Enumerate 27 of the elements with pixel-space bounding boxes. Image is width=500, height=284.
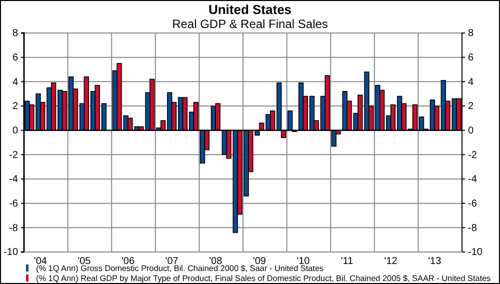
y-tick-label: -4: [9, 174, 18, 186]
y-tick-label: -8: [9, 222, 18, 234]
y-tick-label: 0: [12, 126, 18, 137]
y-tick-label: 8: [12, 28, 18, 40]
chart-subtitle: Real GDP & Real Final Sales: [172, 17, 328, 31]
y2-tick-label: 8: [468, 28, 474, 40]
y-tick-label: 6: [12, 52, 18, 64]
y2-tick-label: 4: [468, 76, 474, 88]
legend-label: (% 1Q Ann) Real GDP by Major Type of Product, Final Sales of Domestic Product, Bil. Chained 2005 $, SAAR - United States: [36, 274, 491, 283]
y2-tick-label: -2: [468, 150, 478, 161]
x-tick-label: '11: [340, 256, 354, 267]
y2-tick-label: 2: [468, 101, 474, 112]
x-tick-label: '13: [428, 256, 442, 267]
y-tick-label: -2: [9, 150, 18, 161]
y-tick-label: -6: [9, 198, 18, 210]
y-tick-label: 4: [12, 76, 18, 88]
y2-tick-label: 0: [468, 126, 474, 137]
y2-tick-label: -6: [468, 198, 478, 210]
y-tick-label: 2: [12, 101, 18, 112]
y2-tick-label: -4: [468, 174, 478, 186]
y-tick-label: -10: [4, 247, 18, 258]
x-tick-label: '12: [384, 256, 398, 267]
y2-tick-label: 6: [468, 52, 474, 64]
y2-tick-label: -8: [468, 222, 478, 234]
legend-label: (% 1Q Ann) Gross Domestic Product, Bil. Chained 2000 $, Saar - United States: [36, 264, 324, 273]
chart-title: United States: [208, 2, 292, 17]
y2-tick-label: -10: [468, 247, 483, 258]
